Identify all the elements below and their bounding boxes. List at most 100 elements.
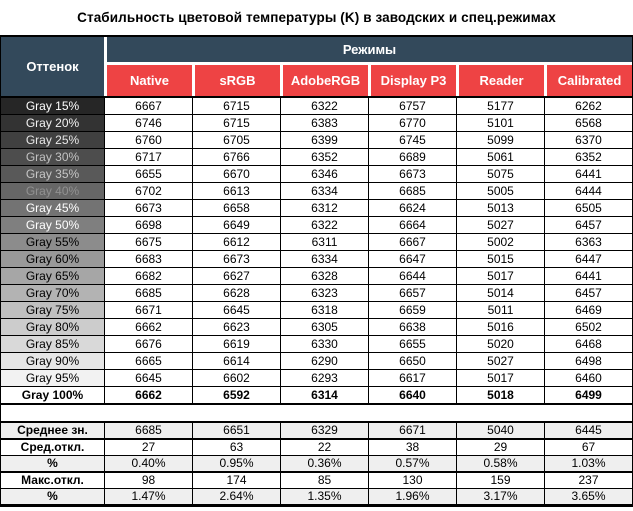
value-cell: 6447: [544, 250, 633, 268]
value-cell: 6457: [544, 216, 633, 234]
value-cell: 6715: [192, 97, 281, 115]
table-row: Gray 40% 6702 6613 6334 6685 5005 6444: [0, 182, 633, 200]
summary-value-cell: 0.57%: [368, 455, 457, 473]
value-cell: 6334: [280, 250, 369, 268]
value-cell: 6568: [544, 114, 633, 132]
value-cell: 6655: [104, 165, 193, 183]
summary-value-cell: 3.17%: [456, 488, 545, 507]
shade-label-cell: Gray 70%: [0, 284, 105, 302]
value-cell: 6314: [280, 386, 369, 405]
column-group-header: Режимы: [107, 37, 632, 62]
summary-value-cell: 1.47%: [104, 488, 193, 507]
shade-label-cell: Gray 45%: [0, 199, 105, 217]
shade-label-cell: Gray 55%: [0, 233, 105, 251]
shade-label-cell: Gray 30%: [0, 148, 105, 166]
summary-value-cell: 6685: [104, 421, 193, 440]
shade-label-cell: Gray 80%: [0, 318, 105, 336]
value-cell: 6645: [192, 301, 281, 319]
table-row: Gray 85% 6676 6619 6330 6655 5020 6468: [0, 335, 633, 353]
summary-value-cell: 174: [192, 471, 281, 489]
value-cell: 6469: [544, 301, 633, 319]
value-cell: 5011: [456, 301, 545, 319]
value-cell: 6671: [104, 301, 193, 319]
value-cell: 6614: [192, 352, 281, 370]
summary-value-cell: 85: [280, 471, 369, 489]
value-cell: 6673: [368, 165, 457, 183]
value-cell: 5061: [456, 148, 545, 166]
table-row: Gray 65% 6682 6627 6328 6644 5017 6441: [0, 267, 633, 285]
summary-value-cell: 130: [368, 471, 457, 489]
shade-label-cell: Gray 50%: [0, 216, 105, 234]
value-cell: 6318: [280, 301, 369, 319]
value-cell: 6505: [544, 199, 633, 217]
value-cell: 6457: [544, 284, 633, 302]
value-cell: 6638: [368, 318, 457, 336]
shade-label-cell: Gray 35%: [0, 165, 105, 183]
value-cell: 5027: [456, 216, 545, 234]
summary-value-cell: 6651: [192, 421, 281, 440]
summary-value-cell: 0.95%: [192, 455, 281, 473]
value-cell: 6290: [280, 352, 369, 370]
table-row: Gray 60% 6683 6673 6334 6647 5015 6447: [0, 250, 633, 268]
table-row: Gray 90% 6665 6614 6290 6650 5027 6498: [0, 352, 633, 370]
summary-value-cell: 6329: [280, 421, 369, 440]
value-cell: 5177: [456, 97, 545, 115]
table-row: Gray 70% 6685 6628 6323 6657 5014 6457: [0, 284, 633, 302]
shade-label-cell: Gray 25%: [0, 131, 105, 149]
value-cell: 6468: [544, 335, 633, 353]
value-cell: 6770: [368, 114, 457, 132]
value-cell: 6682: [104, 267, 193, 285]
value-cell: 6717: [104, 148, 193, 166]
value-cell: 6383: [280, 114, 369, 132]
value-cell: 6444: [544, 182, 633, 200]
value-cell: 5020: [456, 335, 545, 353]
value-cell: 6502: [544, 318, 633, 336]
value-cell: 6619: [192, 335, 281, 353]
value-cell: 6305: [280, 318, 369, 336]
shade-label-cell: Gray 20%: [0, 114, 105, 132]
value-cell: 5014: [456, 284, 545, 302]
table-row: Gray 30% 6717 6766 6352 6689 5061 6352: [0, 148, 633, 166]
value-cell: 6262: [544, 97, 633, 115]
value-cell: 6664: [368, 216, 457, 234]
value-cell: 6592: [192, 386, 281, 405]
summary-row: Макс.откл. 98 174 85 130 159 237: [0, 471, 633, 489]
value-cell: 6667: [368, 233, 457, 251]
table-row: Gray 25% 6760 6705 6399 6745 5099 6370: [0, 131, 633, 149]
summary-row: Сред.откл. 27 63 22 38 29 67: [0, 438, 633, 456]
value-cell: 6670: [192, 165, 281, 183]
value-cell: 6498: [544, 352, 633, 370]
summary-value-cell: 6671: [368, 421, 457, 440]
page-title: Стабильность цветовой температуры (K) в …: [77, 10, 556, 25]
summary-value-cell: 2.64%: [192, 488, 281, 507]
value-cell: 6673: [192, 250, 281, 268]
value-cell: 6757: [368, 97, 457, 115]
table-row: Gray 20% 6746 6715 6383 6770 5101 6568: [0, 114, 633, 132]
value-cell: 6675: [104, 233, 193, 251]
shade-label-cell: Gray 90%: [0, 352, 105, 370]
value-cell: 6676: [104, 335, 193, 353]
value-cell: 6293: [280, 369, 369, 387]
value-cell: 5015: [456, 250, 545, 268]
value-cell: 6698: [104, 216, 193, 234]
value-cell: 6647: [368, 250, 457, 268]
table-row: Gray 35% 6655 6670 6346 6673 5075 6441: [0, 165, 633, 183]
summary-label-cell: Макс.откл.: [0, 471, 105, 489]
table-row: Gray 75% 6671 6645 6318 6659 5011 6469: [0, 301, 633, 319]
value-cell: 6657: [368, 284, 457, 302]
value-cell: 5017: [456, 369, 545, 387]
value-cell: 6689: [368, 148, 457, 166]
summary-value-cell: 5040: [456, 421, 545, 440]
value-cell: 6673: [104, 199, 193, 217]
shade-label-cell: Gray 95%: [0, 369, 105, 387]
value-cell: 6363: [544, 233, 633, 251]
value-cell: 6612: [192, 233, 281, 251]
value-cell: 6623: [192, 318, 281, 336]
value-cell: 5016: [456, 318, 545, 336]
value-cell: 6659: [368, 301, 457, 319]
value-cell: 6617: [368, 369, 457, 387]
value-cell: 6628: [192, 284, 281, 302]
value-cell: 6330: [280, 335, 369, 353]
value-cell: 6312: [280, 199, 369, 217]
